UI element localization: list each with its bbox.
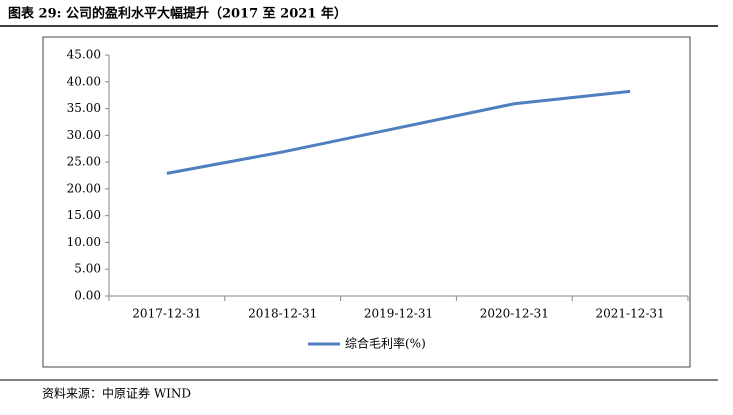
y-tick-label: 5.00 [74,262,101,276]
y-tick-label: 15.00 [67,208,101,222]
x-tick-label: 2017-12-31 [132,307,201,321]
x-tick-label: 2018-12-31 [248,307,317,321]
y-tick-label: 10.00 [67,235,101,249]
y-tick-label: 40.00 [67,74,101,88]
y-tick-label: 45.00 [67,48,101,62]
x-tick-label: 2021-12-31 [596,307,665,321]
y-tick-label: 20.00 [67,181,101,195]
x-tick-label: 2019-12-31 [364,307,433,321]
line [166,89,631,175]
chart-frame [42,36,691,368]
source: 资料来源：中原证券 WIND [42,386,191,401]
y-tick-label: 0.00 [74,289,101,303]
y-tick-label: 35.00 [67,101,101,115]
y-tick-label: 30.00 [67,128,101,142]
chart-title: 图表 29: 公司的盈利水平大幅提升（2017 至 2021 年） [8,6,347,22]
legend-label: 综合毛利率(%) [345,336,426,351]
y-tick-label: 25.00 [67,155,101,169]
x-tick-label: 2020-12-31 [480,307,549,321]
